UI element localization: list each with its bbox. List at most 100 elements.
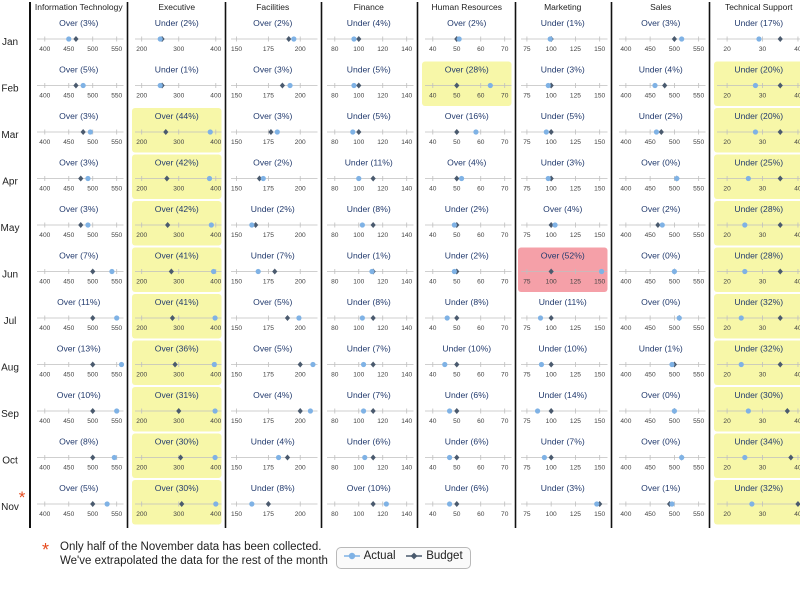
tick-label: 50 xyxy=(453,186,461,193)
tick-label: 400 xyxy=(620,93,631,100)
tick-label: 450 xyxy=(63,418,74,425)
actual-point xyxy=(351,82,357,89)
tick-label: 70 xyxy=(501,186,509,193)
tick-label: 60 xyxy=(477,232,485,239)
tick-label: 400 xyxy=(210,465,221,472)
month-label: Jan xyxy=(2,37,18,48)
tick-label: 40 xyxy=(429,139,437,146)
variance-label: Over (4%) xyxy=(253,390,292,400)
tick-label: 75 xyxy=(523,93,531,100)
tick-label: 60 xyxy=(477,418,485,425)
tick-label: 300 xyxy=(173,465,184,472)
tick-label: 80 xyxy=(331,93,339,100)
budget-point xyxy=(90,361,96,368)
budget-point xyxy=(370,454,376,461)
tick-label: 60 xyxy=(477,325,485,332)
tick-label: 40 xyxy=(794,465,800,472)
budget-point xyxy=(548,129,554,135)
actual-point xyxy=(87,129,93,135)
tick-label: 300 xyxy=(173,46,184,53)
actual-point xyxy=(157,36,163,42)
variance-label: Over (3%) xyxy=(59,18,98,28)
budget-point xyxy=(297,361,303,368)
tick-label: 450 xyxy=(645,418,656,425)
budget-point xyxy=(454,129,460,135)
tick-label: 140 xyxy=(401,186,412,193)
tick-label: 300 xyxy=(173,418,184,425)
actual-point xyxy=(752,129,759,135)
tick-label: 100 xyxy=(353,139,364,146)
variance-label: Under (30%) xyxy=(734,390,783,400)
tick-label: 70 xyxy=(501,139,509,146)
budget-point xyxy=(268,129,274,135)
tick-label: 100 xyxy=(353,418,364,425)
actual-point xyxy=(534,408,541,414)
tick-label: 100 xyxy=(546,418,557,425)
tick-label: 500 xyxy=(87,325,98,332)
actual-point xyxy=(208,222,214,228)
tick-label: 80 xyxy=(331,418,339,425)
tick-label: 30 xyxy=(759,325,767,332)
budget-point xyxy=(548,315,554,321)
variance-label: Under (8%) xyxy=(251,483,295,493)
actual-point xyxy=(537,315,544,321)
highlight-cell xyxy=(132,433,222,478)
variance-label: Over (2%) xyxy=(641,204,680,214)
budget-point xyxy=(777,315,783,321)
highlight-cell xyxy=(132,247,222,292)
actual-point xyxy=(118,361,125,368)
budget-point xyxy=(265,501,271,507)
tick-label: 50 xyxy=(453,46,461,53)
tick-label: 200 xyxy=(295,372,306,379)
tick-label: 125 xyxy=(570,186,581,193)
tick-label: 50 xyxy=(453,93,461,100)
tick-label: 175 xyxy=(263,372,274,379)
tick-label: 50 xyxy=(453,279,461,286)
actual-point xyxy=(307,408,314,414)
budget-point xyxy=(370,408,376,414)
tick-label: 550 xyxy=(111,93,122,100)
tick-label: 140 xyxy=(401,279,412,286)
legend: Actual Budget xyxy=(336,547,471,569)
tick-label: 450 xyxy=(645,325,656,332)
actual-point xyxy=(671,268,677,275)
tick-label: 75 xyxy=(523,232,531,239)
actual-point xyxy=(104,501,110,507)
variance-label: Over (7%) xyxy=(59,251,98,261)
highlight-cell xyxy=(422,61,512,106)
highlight-cell xyxy=(714,294,800,339)
tick-label: 120 xyxy=(377,46,388,53)
tick-label: 550 xyxy=(693,372,704,379)
tick-label: 200 xyxy=(295,418,306,425)
budget-point xyxy=(795,501,800,507)
variance-label: Under (5%) xyxy=(541,111,585,121)
tick-label: 150 xyxy=(594,46,605,53)
variance-label: Over (0%) xyxy=(641,390,680,400)
budget-point xyxy=(370,361,376,368)
tick-label: 500 xyxy=(669,511,680,518)
tick-label: 550 xyxy=(693,93,704,100)
tick-label: 550 xyxy=(111,139,122,146)
tick-label: 40 xyxy=(794,186,800,193)
actual-point xyxy=(249,222,255,228)
tick-label: 200 xyxy=(295,325,306,332)
budget-point xyxy=(777,268,783,275)
tick-label: 400 xyxy=(39,511,50,518)
tick-label: 100 xyxy=(546,325,557,332)
tick-label: 150 xyxy=(231,93,242,100)
budget-point xyxy=(454,82,460,89)
tick-label: 120 xyxy=(377,372,388,379)
tick-label: 450 xyxy=(63,372,74,379)
highlight-cell xyxy=(714,154,800,199)
tick-label: 140 xyxy=(401,465,412,472)
actual-point xyxy=(212,454,218,461)
tick-label: 150 xyxy=(231,46,242,53)
variance-label: Under (4%) xyxy=(347,18,391,28)
tick-label: 550 xyxy=(111,325,122,332)
variance-label: Under (20%) xyxy=(734,111,783,121)
variance-label: Under (6%) xyxy=(445,437,489,447)
tick-label: 100 xyxy=(546,139,557,146)
tick-label: 175 xyxy=(263,511,274,518)
tick-label: 400 xyxy=(210,325,221,332)
actual-point xyxy=(671,408,677,414)
